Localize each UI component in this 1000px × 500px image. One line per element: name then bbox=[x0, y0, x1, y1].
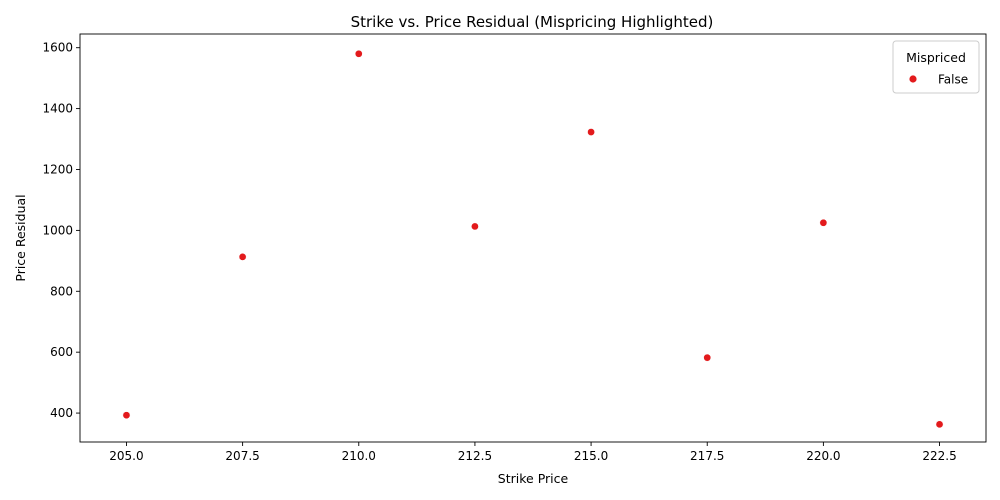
data-point bbox=[703, 353, 712, 362]
legend-entry-label: False bbox=[938, 73, 968, 87]
data-points bbox=[122, 49, 944, 429]
data-point bbox=[935, 420, 944, 429]
legend-marker bbox=[909, 75, 917, 83]
x-tick-label: 215.0 bbox=[574, 449, 608, 463]
x-tick-label: 220.0 bbox=[806, 449, 840, 463]
x-tick-label: 207.5 bbox=[225, 449, 259, 463]
y-tick-label: 1400 bbox=[42, 102, 73, 116]
x-tick-label: 210.0 bbox=[342, 449, 376, 463]
y-axis-label: Price Residual bbox=[13, 194, 28, 281]
y-tick-label: 1000 bbox=[42, 223, 73, 237]
plot-area bbox=[79, 33, 987, 443]
data-point bbox=[471, 222, 479, 231]
x-tick-label: 212.5 bbox=[458, 449, 492, 463]
data-point bbox=[354, 49, 363, 58]
data-point bbox=[819, 218, 828, 227]
x-tick-label: 222.5 bbox=[922, 449, 956, 463]
data-point bbox=[587, 128, 595, 136]
y-tick-label: 1200 bbox=[42, 162, 73, 176]
x-tick-label: 205.0 bbox=[109, 449, 143, 463]
x-axis-label: Strike Price bbox=[498, 471, 569, 486]
y-tick-label: 600 bbox=[50, 345, 73, 359]
y-tick-label: 400 bbox=[50, 406, 73, 420]
y-tick-label: 800 bbox=[50, 284, 73, 298]
legend-title: Mispriced bbox=[906, 50, 966, 65]
y-axis: 400 600 800 1000 1200 1400 1600 bbox=[42, 41, 80, 420]
chart-title: Strike vs. Price Residual (Mispricing Hi… bbox=[351, 13, 714, 31]
data-point bbox=[238, 253, 247, 261]
x-axis: 205.0 207.5 210.0 212.5 215.0 217.5 220.0 222.5 bbox=[109, 442, 957, 463]
data-point bbox=[122, 411, 131, 420]
x-tick-label: 217.5 bbox=[690, 449, 724, 463]
y-tick-label: 1600 bbox=[42, 41, 73, 55]
legend: Mispriced False bbox=[892, 40, 980, 94]
